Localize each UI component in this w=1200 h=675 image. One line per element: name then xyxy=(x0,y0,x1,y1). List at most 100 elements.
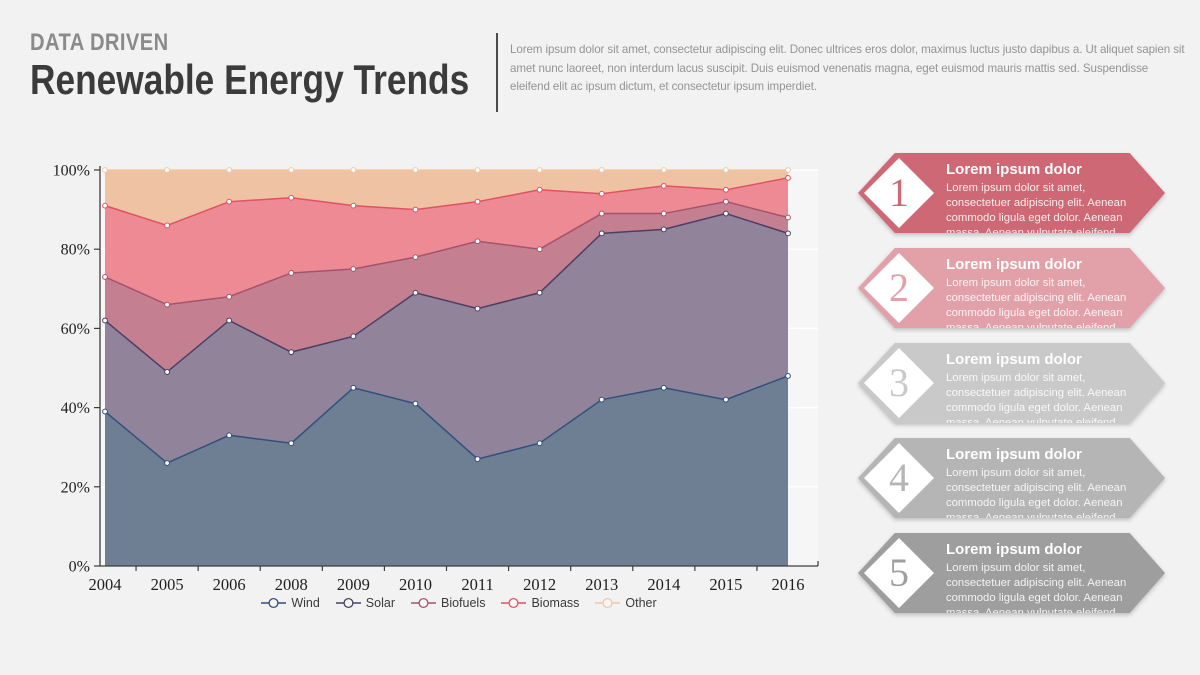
marker-biomass xyxy=(723,186,729,193)
step-number: 5 xyxy=(889,550,909,595)
step-number: 2 xyxy=(889,265,909,310)
line-wind xyxy=(104,375,789,464)
x-tick-label: 2010 xyxy=(399,575,432,594)
marker-biofuels xyxy=(288,270,295,276)
legend-item-biomass: Biomass xyxy=(501,596,579,610)
step-number-diamond: 4 xyxy=(864,443,934,513)
x-tick-label: 2013 xyxy=(585,575,618,594)
legend-marker-biomass xyxy=(501,597,527,609)
marker-biofuels xyxy=(226,293,233,300)
step-body: Lorem ipsum dolor sit amet, consectetuer… xyxy=(946,182,1127,254)
step-banner: 4 Lorem ipsum dolor Lorem ipsum dolor si… xyxy=(858,438,1165,518)
step-banner: 1 Lorem ipsum dolor Lorem ipsum dolor si… xyxy=(858,153,1165,233)
legend-label: Biomass xyxy=(531,596,580,610)
sidebar-step: 2 Lorem ipsum dolor Lorem ipsum dolor si… xyxy=(858,248,1165,328)
step-title: Lorem ipsum dolor xyxy=(946,541,1082,558)
marker-solar xyxy=(350,333,357,340)
step-number-diamond: 1 xyxy=(864,158,934,228)
step-banner: 5 Lorem ipsum dolor Lorem ipsum dolor si… xyxy=(858,533,1165,613)
marker-other xyxy=(350,167,357,173)
marker-wind xyxy=(288,440,295,447)
legend-item-biofuels: Biofuels xyxy=(410,596,486,610)
marker-wind xyxy=(164,460,170,466)
x-tick-label: 2005 xyxy=(151,575,184,594)
marker-biofuels xyxy=(164,301,170,308)
marker-biofuels xyxy=(723,198,729,205)
y-tick-label: 80% xyxy=(61,242,90,259)
marker-biofuels xyxy=(102,274,108,280)
marker-wind xyxy=(412,400,419,407)
step-number-diamond: 2 xyxy=(864,253,934,323)
area-biomass xyxy=(105,177,788,305)
step-title: Lorem ipsum dolor xyxy=(946,256,1082,273)
line-biofuels xyxy=(104,200,789,306)
marker-solar xyxy=(785,230,791,237)
kicker-label: DATA DRIVEN xyxy=(30,29,169,56)
step-banner: 3 Lorem ipsum dolor Lorem ipsum dolor si… xyxy=(858,343,1165,423)
marker-other xyxy=(288,167,295,173)
marker-biomass xyxy=(598,190,605,197)
marker-biomass xyxy=(226,198,233,205)
x-tick-label: 2014 xyxy=(647,575,680,594)
marker-biofuels xyxy=(536,246,543,253)
sidebar-step: 1 Lorem ipsum dolor Lorem ipsum dolor si… xyxy=(858,153,1165,233)
marker-solar xyxy=(164,369,170,375)
marker-wind xyxy=(226,432,233,439)
x-tick-label: 2004 xyxy=(89,575,122,594)
legend-marker-biofuels xyxy=(410,597,436,609)
legend-label: Solar xyxy=(365,596,395,610)
marker-biofuels xyxy=(660,210,667,217)
legend-item-other: Other xyxy=(595,596,657,610)
marker-other xyxy=(102,167,108,173)
marker-biofuels xyxy=(350,266,357,272)
legend-marker-wind xyxy=(261,597,287,609)
step-body: Lorem ipsum dolor sit amet, consectetuer… xyxy=(946,372,1127,444)
y-tick-label: 100% xyxy=(53,163,90,180)
marker-biomass xyxy=(474,198,481,205)
marker-solar xyxy=(102,317,108,324)
x-tick-label: 2006 xyxy=(213,575,246,594)
marker-wind xyxy=(785,373,791,379)
marker-biomass xyxy=(350,202,357,209)
step-number: 1 xyxy=(889,170,909,215)
chart-legend: Wind Solar Biofuels Biomass Other xyxy=(100,596,818,610)
marker-biomass xyxy=(536,186,543,193)
marker-solar xyxy=(723,210,729,217)
sidebar-step: 3 Lorem ipsum dolor Lorem ipsum dolor si… xyxy=(858,343,1165,423)
step-number: 4 xyxy=(889,455,909,500)
x-tick-label: 2009 xyxy=(337,575,370,594)
legend-item-wind: Wind xyxy=(261,596,320,610)
header-description: Lorem ipsum dolor sit amet, consectetur … xyxy=(510,43,1185,94)
marker-wind xyxy=(474,456,481,462)
marker-other xyxy=(723,167,729,173)
legend-item-solar: Solar xyxy=(335,596,395,610)
marker-solar xyxy=(226,317,233,324)
marker-solar xyxy=(288,349,295,356)
marker-solar xyxy=(474,305,481,312)
x-tick-label: 2012 xyxy=(523,575,556,594)
marker-other xyxy=(785,167,791,173)
marker-biomass xyxy=(102,202,108,209)
marker-biofuels xyxy=(474,238,481,245)
marker-biofuels xyxy=(412,254,419,261)
legend-marker-solar xyxy=(335,597,361,609)
marker-biomass xyxy=(785,175,791,181)
area-wind xyxy=(105,375,788,566)
marker-other xyxy=(474,167,481,173)
x-tick-label: 2016 xyxy=(772,575,805,594)
area-biofuels xyxy=(105,201,788,372)
marker-wind xyxy=(102,408,108,415)
y-tick-label: 0% xyxy=(69,559,90,576)
marker-other xyxy=(412,167,419,173)
marker-wind xyxy=(660,384,667,391)
marker-biomass xyxy=(164,222,170,229)
step-number-diamond: 3 xyxy=(864,348,934,418)
legend-label: Biofuels xyxy=(440,596,486,610)
marker-other xyxy=(598,167,605,173)
marker-biofuels xyxy=(785,214,791,221)
sidebar-step: 4 Lorem ipsum dolor Lorem ipsum dolor si… xyxy=(858,438,1165,518)
page-title: Renewable Energy Trends xyxy=(30,56,470,103)
marker-wind xyxy=(598,396,605,403)
header-divider xyxy=(496,33,498,112)
marker-solar xyxy=(660,226,667,233)
